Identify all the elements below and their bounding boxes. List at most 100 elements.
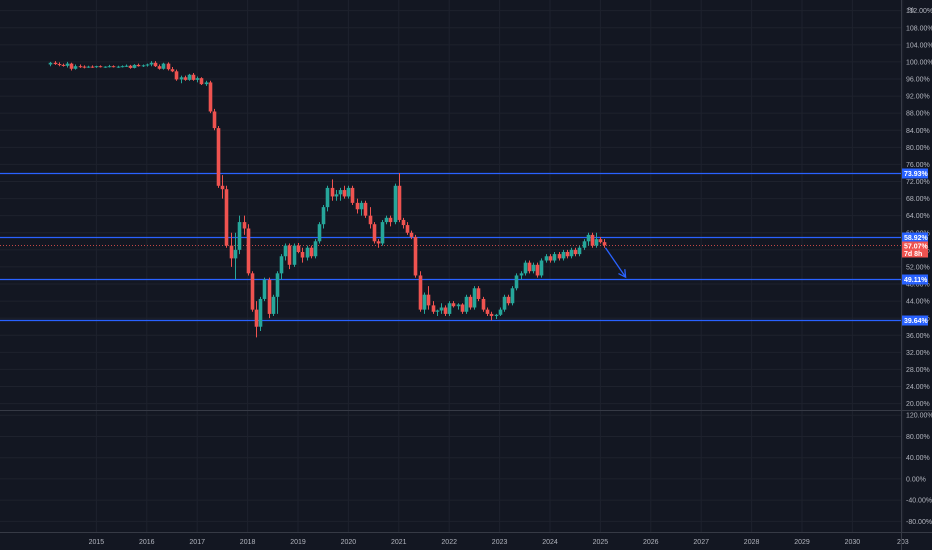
- candle-up: [120, 66, 125, 68]
- level-tag-label: 73.93%: [904, 171, 929, 178]
- scale-unit-label[interactable]: %: [908, 7, 914, 14]
- candle-up: [544, 256, 549, 261]
- candles: [48, 61, 607, 338]
- candle-up: [258, 298, 263, 327]
- candle-up: [187, 74, 192, 80]
- y-tick-label: 112.00%: [906, 8, 932, 15]
- y-tick-label: 44.00%: [906, 299, 930, 306]
- candle-up: [502, 296, 507, 310]
- candle-down: [153, 62, 158, 67]
- candle-up: [132, 64, 137, 68]
- x-tick-label: 2016: [139, 539, 155, 546]
- x-tick-label: 2021: [391, 539, 407, 546]
- candle-down: [220, 185, 225, 190]
- candle-up: [447, 303, 452, 314]
- y-tick-label: 20.00%: [906, 401, 930, 408]
- candle-down: [418, 275, 423, 310]
- candle-up: [435, 310, 440, 312]
- candle-up: [464, 296, 469, 312]
- candle-down: [573, 249, 578, 255]
- candle-up: [334, 194, 339, 197]
- sub-y-tick-label: -40.00%: [906, 498, 932, 505]
- candle-up: [519, 273, 524, 276]
- candle-up: [393, 185, 398, 223]
- y-tick-label: 88.00%: [906, 111, 930, 118]
- level-tag-label: 58.92%: [904, 235, 929, 242]
- candle-up: [514, 275, 519, 289]
- candle-up: [283, 245, 288, 257]
- candle-up: [204, 82, 209, 85]
- price-tags: 73.93% 58.92% 49.11% 39.64% 57.07%7d 8h: [902, 168, 929, 326]
- candle-down: [401, 219, 406, 226]
- candle-down: [548, 256, 553, 261]
- candle-down: [111, 66, 116, 68]
- x-tick-label: 2025: [593, 539, 609, 546]
- candle-down: [443, 307, 448, 314]
- arrow-head[interactable]: [618, 269, 627, 279]
- candle-down: [527, 262, 532, 272]
- projection-arrow[interactable]: [604, 247, 627, 279]
- candle-up: [116, 66, 121, 68]
- candle-down: [431, 305, 436, 312]
- candle-up: [359, 202, 364, 210]
- candle-down: [476, 288, 481, 299]
- candle-up: [569, 249, 574, 257]
- candle-up: [275, 273, 280, 297]
- candle-up: [582, 241, 587, 248]
- level-tag: [902, 315, 928, 326]
- level-tag: [902, 274, 928, 285]
- candle-down: [287, 245, 292, 265]
- y-tick-label: 64.00%: [906, 213, 930, 220]
- level-tag: [902, 232, 928, 243]
- candle-down: [246, 228, 251, 274]
- horizontal-levels[interactable]: [0, 172, 901, 322]
- x-tick-label: 2023: [492, 539, 508, 546]
- candle-up: [262, 279, 267, 299]
- candle-up: [439, 307, 444, 311]
- candle-up: [233, 249, 238, 259]
- candle-down: [372, 224, 377, 242]
- candle-down: [565, 251, 570, 257]
- candle-down: [506, 296, 511, 304]
- candle-up: [145, 64, 150, 66]
- candle-up: [195, 78, 200, 80]
- candle-down: [191, 74, 196, 80]
- candle-down: [557, 254, 562, 259]
- candle-down: [535, 264, 540, 276]
- candle-down: [57, 64, 62, 66]
- candle-down: [208, 82, 213, 112]
- candle-up: [279, 256, 284, 274]
- candle-down: [309, 247, 314, 257]
- candle-up: [494, 314, 499, 317]
- candle-up: [456, 304, 461, 307]
- candle-down: [82, 66, 87, 68]
- y-tick-label: 72.00%: [906, 179, 930, 186]
- x-tick-label: 2024: [542, 539, 558, 546]
- candle-up: [552, 254, 557, 261]
- candle-up: [346, 187, 351, 197]
- candle-up: [586, 234, 591, 242]
- y-tick-label: 104.00%: [906, 42, 932, 49]
- candle-up: [313, 241, 318, 257]
- sub-y-tick-label: 0.00%: [906, 476, 926, 483]
- x-tick-label: 2030: [845, 539, 861, 546]
- candle-up: [305, 247, 310, 258]
- arrow-shaft[interactable]: [604, 247, 627, 278]
- sub-y-tick-label: 40.00%: [906, 455, 930, 462]
- candle-down: [451, 303, 456, 307]
- x-tick-label: 2015: [89, 539, 105, 546]
- y-tick-label: 48.00%: [906, 282, 930, 289]
- x-tick-label: 2018: [240, 539, 256, 546]
- candle-down: [409, 232, 414, 238]
- candle-down: [481, 298, 486, 310]
- candle-down: [460, 304, 465, 312]
- candle-up: [161, 63, 166, 69]
- candle-up: [321, 207, 326, 225]
- x-tick-label: 2020: [341, 539, 357, 546]
- candle-down: [489, 313, 494, 317]
- candle-up: [539, 260, 544, 276]
- candle-up: [531, 264, 536, 272]
- candle-down: [78, 66, 83, 68]
- candle-down: [174, 71, 179, 80]
